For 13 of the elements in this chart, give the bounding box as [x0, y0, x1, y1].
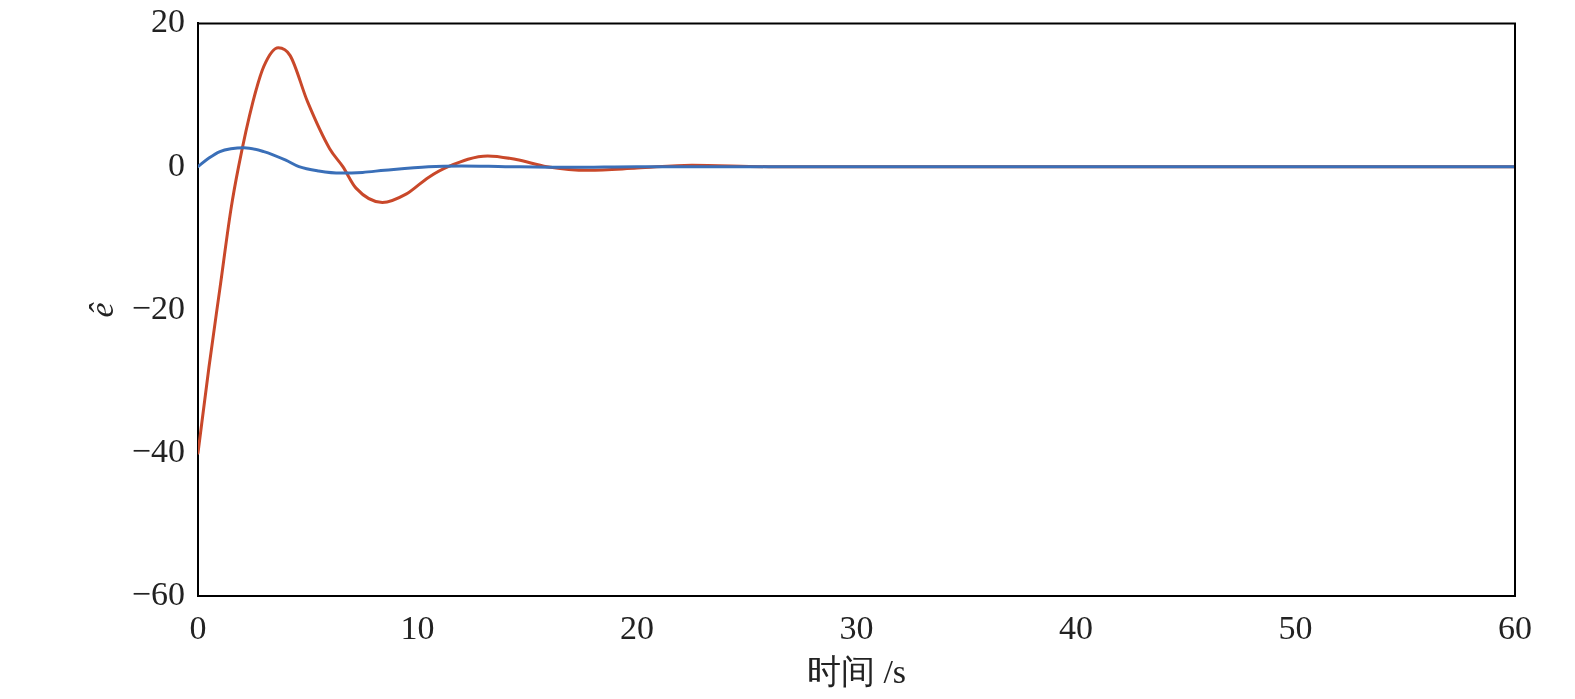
- x-tick-label: 40: [1058, 608, 1093, 646]
- x-tick-label: 60: [1498, 608, 1532, 646]
- x-tick-label: 50: [1278, 608, 1313, 646]
- y-tick-label: −40: [131, 432, 185, 470]
- x-tick-label: 10: [400, 608, 435, 646]
- y-tick-label: −60: [131, 575, 185, 613]
- x-axis-title: 时间 /s: [806, 652, 907, 690]
- y-tick-label: 0: [167, 145, 185, 183]
- y-tick-label: 20: [150, 2, 185, 40]
- y-axis-title: ê: [83, 301, 121, 318]
- x-tick-label: 30: [839, 608, 874, 646]
- y-tick-label: −20: [131, 288, 185, 326]
- x-tick-label: 20: [619, 608, 654, 646]
